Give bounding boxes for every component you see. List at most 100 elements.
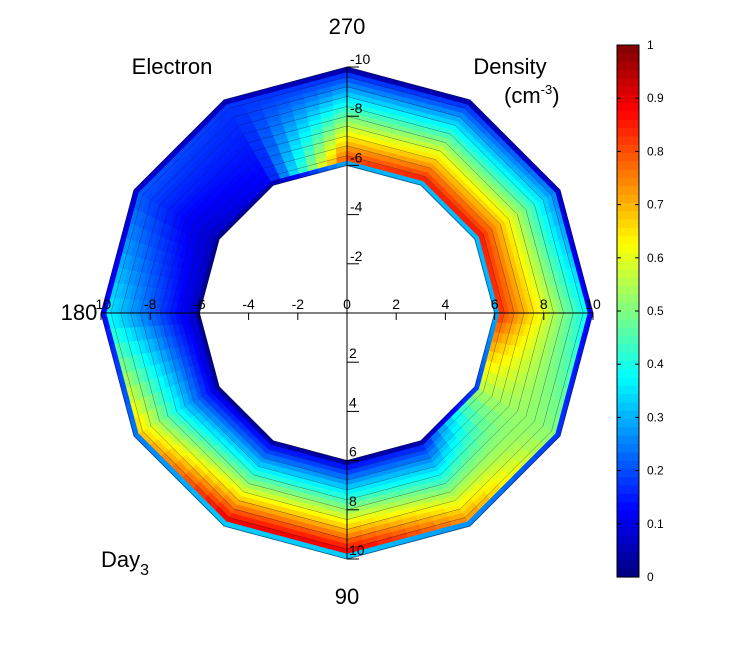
y-tick-label: 6: [349, 444, 357, 460]
colorbar-swatch: [617, 377, 639, 387]
colorbar-tick-label: 0: [647, 570, 654, 584]
colorbar-tick-label: 0.3: [647, 410, 664, 424]
colorbar-tick-label: 0.2: [647, 464, 664, 478]
x-tick-label: -2: [292, 296, 305, 312]
colorbar-swatch: [617, 211, 639, 221]
colorbar-swatch: [617, 53, 639, 63]
colorbar-swatch: [617, 560, 639, 570]
colorbar-swatch: [617, 568, 639, 578]
colorbar-swatch: [617, 219, 639, 229]
colorbar-tick-label: 0.4: [647, 357, 664, 371]
x-tick-label: 6: [491, 296, 499, 312]
colorbar-swatch: [617, 435, 639, 445]
y-tick-label: 8: [349, 493, 357, 509]
colorbar-swatch: [617, 335, 639, 345]
colorbar-swatch: [617, 186, 639, 196]
colorbar-swatch: [617, 543, 639, 553]
colorbar-swatch: [617, 86, 639, 96]
colorbar-swatch: [617, 94, 639, 104]
colorbar-swatch: [617, 444, 639, 453]
colorbar-swatch: [617, 552, 639, 561]
x-tick-label: 4: [442, 296, 450, 312]
colorbar-swatch: [617, 468, 639, 478]
chart-title-right: Density: [473, 54, 546, 79]
colorbar: 1 0.9 0.8 0.7 0.6 0.5 0.4 0.3 0.2 0.1 0: [616, 38, 664, 584]
colorbar-swatch: [617, 103, 639, 113]
colorbar-swatch: [617, 153, 639, 162]
colorbar-tick-label: 0.1: [647, 517, 664, 531]
colorbar-swatch: [617, 369, 639, 379]
colorbar-swatch: [617, 527, 639, 537]
y-tick-label: -8: [350, 100, 363, 116]
colorbar-swatch: [617, 161, 639, 171]
colorbar-swatch: [617, 477, 639, 487]
x-tick-label: -8: [144, 296, 157, 312]
colorbar-swatch: [617, 45, 639, 54]
day-label-subscript: 3: [140, 562, 149, 579]
colorbar-swatch: [617, 128, 639, 138]
y-tick-label: 10: [349, 542, 365, 558]
density-ring: [100, 66, 594, 560]
colorbar-swatch: [617, 202, 639, 212]
day-label-text: Day: [101, 547, 140, 572]
x-tick-label: -4: [242, 296, 255, 312]
colorbar-tick-label: 0.6: [647, 251, 664, 265]
colorbar-swatch: [617, 460, 639, 470]
colorbar-swatch: [617, 344, 639, 354]
colorbar-swatch: [617, 69, 639, 79]
y-tick-label: 2: [349, 345, 357, 361]
x-tick-label: 10: [585, 296, 601, 312]
y-tick-label: -4: [350, 199, 363, 215]
colorbar-swatch: [617, 452, 639, 462]
chart-unit: (cm-3): [504, 82, 560, 108]
colorbar-swatch: [617, 319, 639, 329]
x-tick-label: 2: [392, 296, 400, 312]
colorbar-swatch: [617, 485, 639, 495]
colorbar-swatch: [617, 277, 639, 287]
day-label: Day3: [101, 547, 149, 579]
colorbar-tick-label: 0.5: [647, 304, 664, 318]
colorbar-swatch: [617, 261, 639, 271]
colorbar-swatch: [617, 119, 639, 129]
colorbar-swatch: [617, 269, 639, 279]
colorbar-swatch: [617, 352, 639, 362]
colorbar-swatch: [617, 144, 639, 154]
colorbar-swatch: [617, 286, 639, 295]
colorbar-swatch: [617, 360, 639, 370]
colorbar-swatch: [617, 78, 639, 88]
colorbar-swatch: [617, 111, 639, 121]
colorbar-swatch: [617, 302, 639, 312]
colorbar-swatch: [617, 510, 639, 520]
colorbar-swatch: [617, 311, 639, 320]
unit-superscript: -3: [541, 82, 553, 97]
chart-title-left: Electron: [132, 54, 213, 79]
colorbar-swatch: [617, 502, 639, 512]
colorbar-swatch: [617, 244, 639, 254]
colorbar-swatch: [617, 252, 639, 262]
colorbar-swatch: [617, 327, 639, 337]
colorbar-swatch: [617, 493, 639, 503]
angle-label-270: 270: [329, 14, 366, 39]
polar-axes: -10 -8 -6 -4 -2 0 2 4 6 8 10 -10 -8 -6 -4 -2 2 4 6 8 10: [91, 51, 601, 560]
y-tick-label: -2: [350, 248, 363, 264]
colorbar-swatch: [617, 385, 639, 395]
x-tick-label: -10: [91, 296, 111, 312]
colorbar-tick-label: 0.9: [647, 91, 664, 105]
colorbar-swatch: [617, 402, 639, 412]
x-tick-label: 8: [540, 296, 548, 312]
colorbar-tick-label: 0.7: [647, 198, 664, 212]
colorbar-swatch: [617, 236, 639, 246]
unit-base: (cm: [504, 83, 541, 108]
colorbar-swatch: [617, 427, 639, 437]
unit-close: ): [552, 83, 559, 108]
colorbar-swatch: [617, 410, 639, 420]
y-tick-label: -6: [350, 149, 363, 165]
colorbar-swatch: [617, 535, 639, 545]
colorbar-swatch: [617, 194, 639, 204]
y-tick-label: -10: [350, 51, 370, 67]
angle-label-180: 180: [61, 300, 98, 325]
colorbar-swatch: [617, 394, 639, 404]
colorbar-swatch: [617, 169, 639, 179]
y-tick-label: 4: [349, 394, 357, 410]
